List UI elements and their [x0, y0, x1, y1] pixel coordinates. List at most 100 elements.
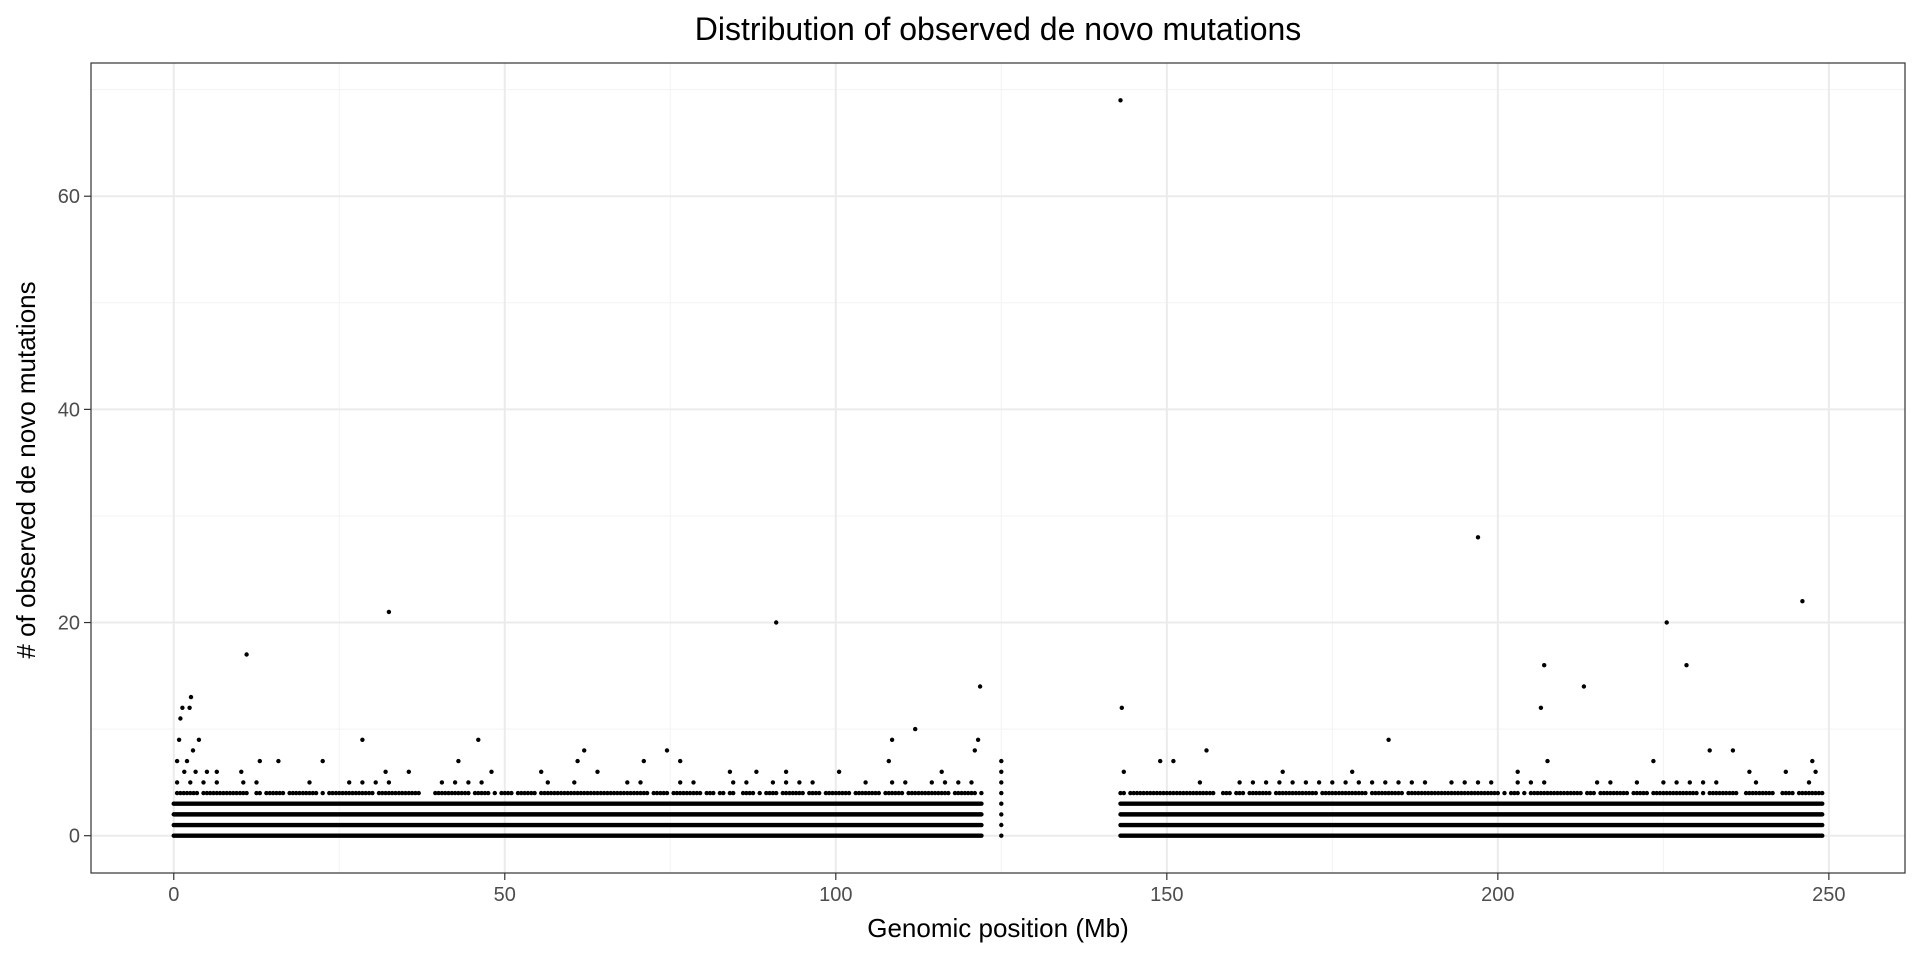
- data-point: [1631, 790, 1636, 796]
- data-point: [196, 737, 202, 742]
- data-point: [611, 790, 617, 796]
- data-point: [836, 790, 842, 796]
- data-point: [1724, 790, 1729, 796]
- data-point: [1624, 790, 1630, 796]
- data-point: [1346, 790, 1352, 796]
- data-point: [896, 790, 901, 796]
- data-point: [476, 790, 481, 796]
- data-point: [684, 790, 689, 796]
- data-point: [529, 790, 534, 796]
- data-point: [1158, 790, 1163, 796]
- data-point: [625, 790, 630, 796]
- data-point: [840, 790, 845, 796]
- data-point: [873, 790, 878, 796]
- data-point: [555, 790, 560, 796]
- data-point: [780, 790, 785, 796]
- data-point: [1601, 790, 1607, 796]
- data-point: [1472, 790, 1477, 796]
- data-point: [188, 790, 193, 796]
- data-point: [1687, 780, 1693, 785]
- data-point: [505, 790, 511, 796]
- data-point: [1753, 780, 1759, 785]
- data-point: [1197, 790, 1203, 796]
- data-point: [856, 790, 862, 796]
- data-point: [1743, 790, 1749, 796]
- data-point: [913, 726, 918, 732]
- data-point: [1581, 684, 1587, 689]
- data-point: [754, 769, 759, 774]
- data-point: [1796, 790, 1802, 796]
- data-point: [1757, 790, 1762, 796]
- data-point: [1119, 705, 1125, 710]
- data-point: [307, 790, 312, 796]
- data-point: [923, 790, 928, 796]
- data-point: [1389, 790, 1395, 796]
- data-point: [1273, 790, 1279, 796]
- data-point: [393, 790, 398, 796]
- data-point: [999, 833, 1004, 838]
- data-point: [330, 790, 335, 796]
- data-point: [327, 790, 332, 796]
- data-point: [532, 790, 537, 796]
- data-point: [946, 790, 951, 796]
- data-point: [489, 769, 494, 774]
- data-point: [227, 790, 233, 796]
- data-point: [827, 790, 832, 796]
- data-point: [1290, 790, 1295, 796]
- x-axis-title: Genomic position (Mb): [867, 913, 1129, 943]
- data-point: [1515, 790, 1520, 796]
- data-point: [1495, 790, 1501, 796]
- data-point: [1681, 790, 1686, 796]
- data-point: [1260, 790, 1266, 796]
- data-point: [1634, 790, 1640, 796]
- data-point: [1684, 790, 1689, 796]
- data-point: [184, 758, 190, 764]
- data-point: [939, 769, 944, 774]
- data-point: [1730, 748, 1736, 753]
- data-point: [1677, 790, 1683, 796]
- data-point: [1280, 769, 1285, 774]
- data-point: [479, 780, 484, 785]
- data-point: [1455, 790, 1461, 796]
- data-point: [274, 790, 279, 796]
- data-point: [595, 790, 600, 796]
- data-point: [1118, 98, 1123, 103]
- data-point: [466, 790, 471, 796]
- data-point: [545, 780, 550, 785]
- data-point: [1800, 599, 1805, 604]
- data-point: [575, 758, 580, 764]
- data-point: [1475, 790, 1481, 796]
- data-point: [1654, 790, 1659, 796]
- data-point: [810, 790, 815, 796]
- data-point: [585, 790, 590, 796]
- data-point: [456, 790, 461, 796]
- data-point: [476, 737, 481, 742]
- data-point: [999, 769, 1004, 774]
- data-point: [1575, 790, 1580, 796]
- data-point: [883, 790, 888, 796]
- data-point: [1816, 790, 1822, 796]
- data-point: [184, 790, 190, 796]
- data-point: [1187, 790, 1193, 796]
- data-point: [1528, 790, 1534, 796]
- data-point: [1651, 758, 1656, 764]
- data-point: [492, 790, 497, 796]
- data-point: [386, 790, 392, 796]
- data-point: [1211, 790, 1216, 796]
- data-point: [774, 620, 779, 625]
- data-point: [178, 716, 183, 721]
- data-point: [214, 790, 219, 796]
- data-point: [174, 758, 180, 764]
- data-point: [1489, 790, 1494, 796]
- data-point: [1436, 790, 1441, 796]
- data-point: [363, 790, 368, 796]
- data-point: [1363, 790, 1368, 796]
- data-point: [664, 790, 670, 796]
- data-point: [406, 790, 411, 796]
- data-point: [1237, 790, 1242, 796]
- data-point: [638, 790, 643, 796]
- data-point: [194, 790, 200, 796]
- data-point: [1700, 790, 1706, 796]
- data-point: [678, 790, 683, 796]
- data-point: [1204, 790, 1209, 796]
